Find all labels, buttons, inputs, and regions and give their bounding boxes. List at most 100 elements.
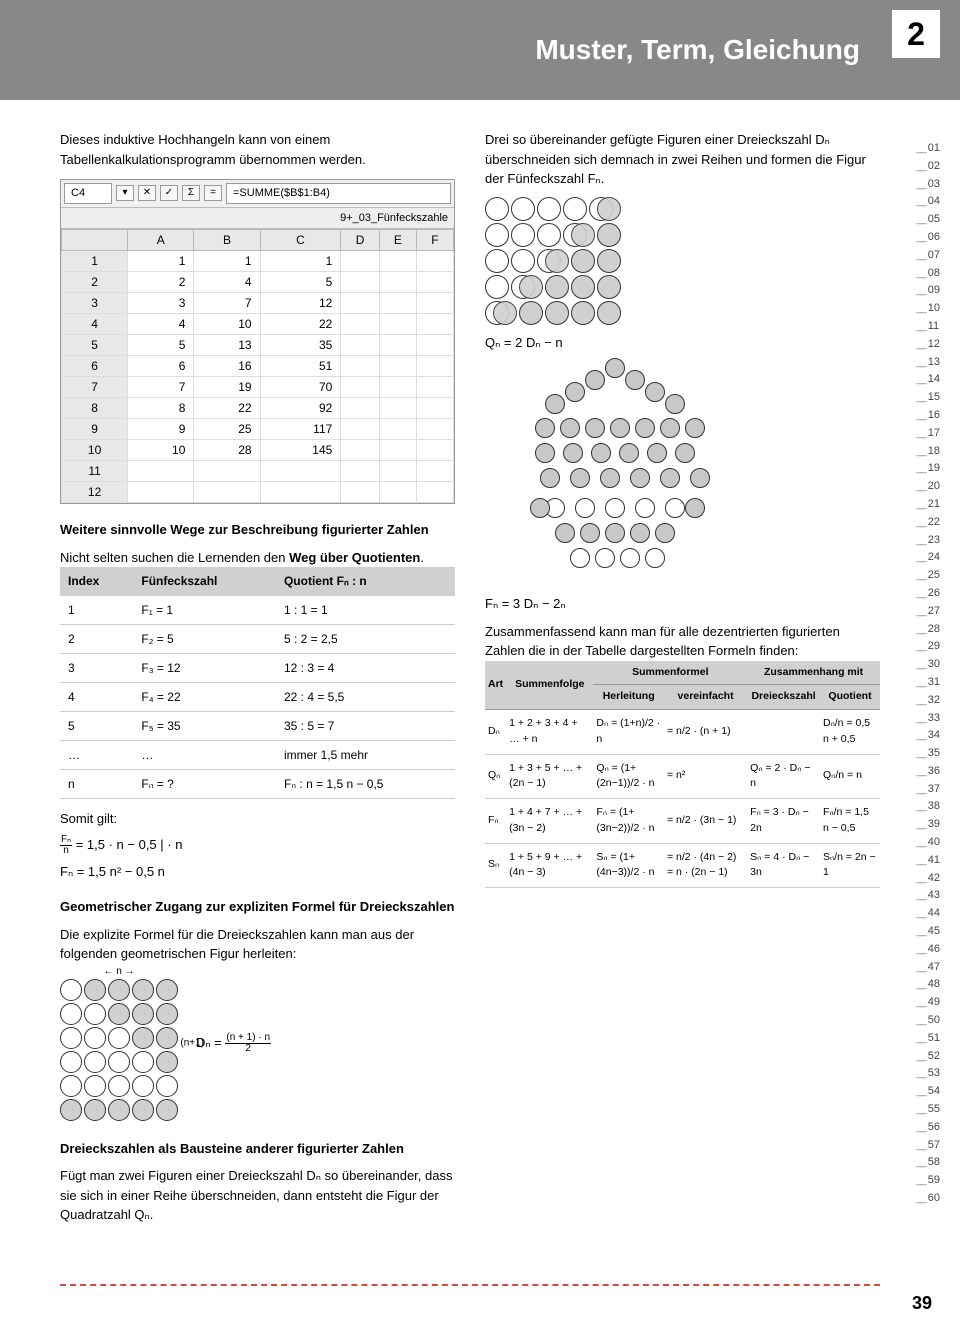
spreadsheet-cell[interactable] bbox=[379, 335, 416, 356]
spreadsheet-cell[interactable]: 35 bbox=[260, 335, 341, 356]
spreadsheet-cell[interactable] bbox=[341, 377, 380, 398]
spreadsheet-cell[interactable]: 2 bbox=[128, 272, 194, 293]
spreadsheet-cell[interactable] bbox=[379, 314, 416, 335]
spreadsheet-cell[interactable] bbox=[379, 482, 416, 503]
spreadsheet-cell[interactable] bbox=[416, 482, 453, 503]
spreadsheet-cell[interactable] bbox=[416, 398, 453, 419]
spreadsheet-cell[interactable]: 6 bbox=[62, 356, 128, 377]
spreadsheet-cell[interactable]: 1 bbox=[62, 251, 128, 272]
spreadsheet-cell[interactable]: 28 bbox=[194, 440, 260, 461]
spreadsheet-cell[interactable]: 117 bbox=[260, 419, 341, 440]
spreadsheet-cell[interactable]: 22 bbox=[260, 314, 341, 335]
spreadsheet-cell[interactable]: 12 bbox=[62, 482, 128, 503]
spreadsheet-cell[interactable]: 8 bbox=[62, 398, 128, 419]
spreadsheet-cell[interactable]: 5 bbox=[62, 335, 128, 356]
spreadsheet-cell[interactable] bbox=[128, 482, 194, 503]
formula-input[interactable]: =SUMME($B$1:B4) bbox=[226, 183, 451, 204]
table-cell: Fₙ = ? bbox=[133, 770, 276, 799]
spreadsheet-cell[interactable]: 7 bbox=[194, 293, 260, 314]
sum-icon[interactable]: Σ bbox=[182, 185, 200, 201]
equation-2: Fₙ = 1,5 n² − 0,5 n bbox=[60, 862, 455, 882]
header-title: Muster, Term, Gleichung bbox=[535, 34, 860, 66]
equals-icon[interactable]: = bbox=[204, 185, 222, 201]
spreadsheet-cell[interactable]: 10 bbox=[62, 440, 128, 461]
spreadsheet-cell[interactable] bbox=[341, 356, 380, 377]
spreadsheet-cell[interactable] bbox=[416, 251, 453, 272]
formula-cell: Sₙ bbox=[485, 843, 506, 888]
spreadsheet-cell[interactable]: 5 bbox=[128, 335, 194, 356]
spreadsheet-cell[interactable]: 51 bbox=[260, 356, 341, 377]
line-number: 20 bbox=[916, 478, 940, 496]
spreadsheet-cell[interactable] bbox=[416, 377, 453, 398]
spreadsheet-cell[interactable] bbox=[260, 482, 341, 503]
spreadsheet-cell[interactable]: 4 bbox=[128, 314, 194, 335]
spreadsheet-cell[interactable]: 1 bbox=[260, 251, 341, 272]
spreadsheet-cell[interactable] bbox=[416, 356, 453, 377]
spreadsheet-cell[interactable] bbox=[416, 440, 453, 461]
spreadsheet-cell[interactable]: 92 bbox=[260, 398, 341, 419]
spreadsheet-cell[interactable]: 4 bbox=[62, 314, 128, 335]
spreadsheet-cell[interactable]: 8 bbox=[128, 398, 194, 419]
spreadsheet-cell[interactable] bbox=[194, 482, 260, 503]
formula-cell: = n/2 · (4n − 2) = n · (2n − 1) bbox=[664, 843, 747, 888]
spreadsheet-cell[interactable] bbox=[416, 461, 453, 482]
accept-icon[interactable]: ✓ bbox=[160, 185, 178, 201]
spreadsheet-cell[interactable]: 7 bbox=[62, 377, 128, 398]
spreadsheet-cell[interactable]: 9 bbox=[62, 419, 128, 440]
spreadsheet-cell[interactable] bbox=[379, 419, 416, 440]
spreadsheet-cell[interactable]: 10 bbox=[128, 440, 194, 461]
spreadsheet-cell[interactable] bbox=[341, 398, 380, 419]
spreadsheet-cell[interactable] bbox=[341, 419, 380, 440]
spreadsheet-cell[interactable]: 1 bbox=[128, 251, 194, 272]
spreadsheet-cell[interactable]: 11 bbox=[62, 461, 128, 482]
spreadsheet-cell[interactable] bbox=[341, 335, 380, 356]
spreadsheet-cell[interactable] bbox=[416, 272, 453, 293]
spreadsheet-cell[interactable] bbox=[341, 314, 380, 335]
spreadsheet-cell[interactable]: 6 bbox=[128, 356, 194, 377]
spreadsheet-cell[interactable] bbox=[416, 314, 453, 335]
spreadsheet-cell[interactable]: 16 bbox=[194, 356, 260, 377]
spreadsheet-cell[interactable] bbox=[379, 251, 416, 272]
spreadsheet-cell[interactable] bbox=[341, 251, 380, 272]
spreadsheet-cell[interactable] bbox=[260, 461, 341, 482]
spreadsheet-cell[interactable] bbox=[128, 461, 194, 482]
spreadsheet-cell[interactable] bbox=[194, 461, 260, 482]
cancel-icon[interactable]: ✕ bbox=[138, 185, 156, 201]
spreadsheet-cell[interactable]: 19 bbox=[194, 377, 260, 398]
spreadsheet-cell[interactable]: 12 bbox=[260, 293, 341, 314]
spreadsheet-cell[interactable] bbox=[416, 293, 453, 314]
spreadsheet-cell[interactable] bbox=[379, 272, 416, 293]
spreadsheet-cell[interactable]: 25 bbox=[194, 419, 260, 440]
th-pentagonal: Fünfeckszahl bbox=[133, 567, 276, 596]
spreadsheet-cell[interactable]: 13 bbox=[194, 335, 260, 356]
spreadsheet-cell[interactable] bbox=[341, 272, 380, 293]
spreadsheet-cell[interactable] bbox=[341, 440, 380, 461]
dropdown-icon[interactable]: ▾ bbox=[116, 185, 134, 201]
spreadsheet-cell[interactable]: 3 bbox=[128, 293, 194, 314]
spreadsheet-cell[interactable] bbox=[379, 461, 416, 482]
spreadsheet-cell[interactable] bbox=[416, 335, 453, 356]
spreadsheet-cell[interactable]: 4 bbox=[194, 272, 260, 293]
spreadsheet-cell[interactable]: 145 bbox=[260, 440, 341, 461]
spreadsheet-cell[interactable]: 5 bbox=[260, 272, 341, 293]
spreadsheet-cell[interactable] bbox=[379, 440, 416, 461]
spreadsheet-cell[interactable]: 2 bbox=[62, 272, 128, 293]
spreadsheet-cell[interactable] bbox=[416, 419, 453, 440]
spreadsheet-cell[interactable] bbox=[379, 398, 416, 419]
spreadsheet-cell[interactable] bbox=[379, 356, 416, 377]
paragraph-building-blocks: Fügt man zwei Figuren einer Dreieckszahl… bbox=[60, 1166, 455, 1225]
spreadsheet-cell[interactable] bbox=[341, 461, 380, 482]
spreadsheet-cell[interactable]: 22 bbox=[194, 398, 260, 419]
spreadsheet-cell[interactable]: 9 bbox=[128, 419, 194, 440]
spreadsheet-cell[interactable]: 7 bbox=[128, 377, 194, 398]
spreadsheet-cell[interactable] bbox=[379, 293, 416, 314]
th-quotient: Quotient Fₙ : n bbox=[276, 567, 455, 596]
spreadsheet-cell[interactable]: 1 bbox=[194, 251, 260, 272]
spreadsheet-cell[interactable] bbox=[379, 377, 416, 398]
spreadsheet-cell[interactable]: 10 bbox=[194, 314, 260, 335]
spreadsheet-cell[interactable]: 3 bbox=[62, 293, 128, 314]
spreadsheet-cell[interactable] bbox=[341, 293, 380, 314]
spreadsheet-cell[interactable]: 70 bbox=[260, 377, 341, 398]
spreadsheet-cell[interactable] bbox=[341, 482, 380, 503]
cell-reference[interactable]: C4 bbox=[64, 183, 112, 204]
